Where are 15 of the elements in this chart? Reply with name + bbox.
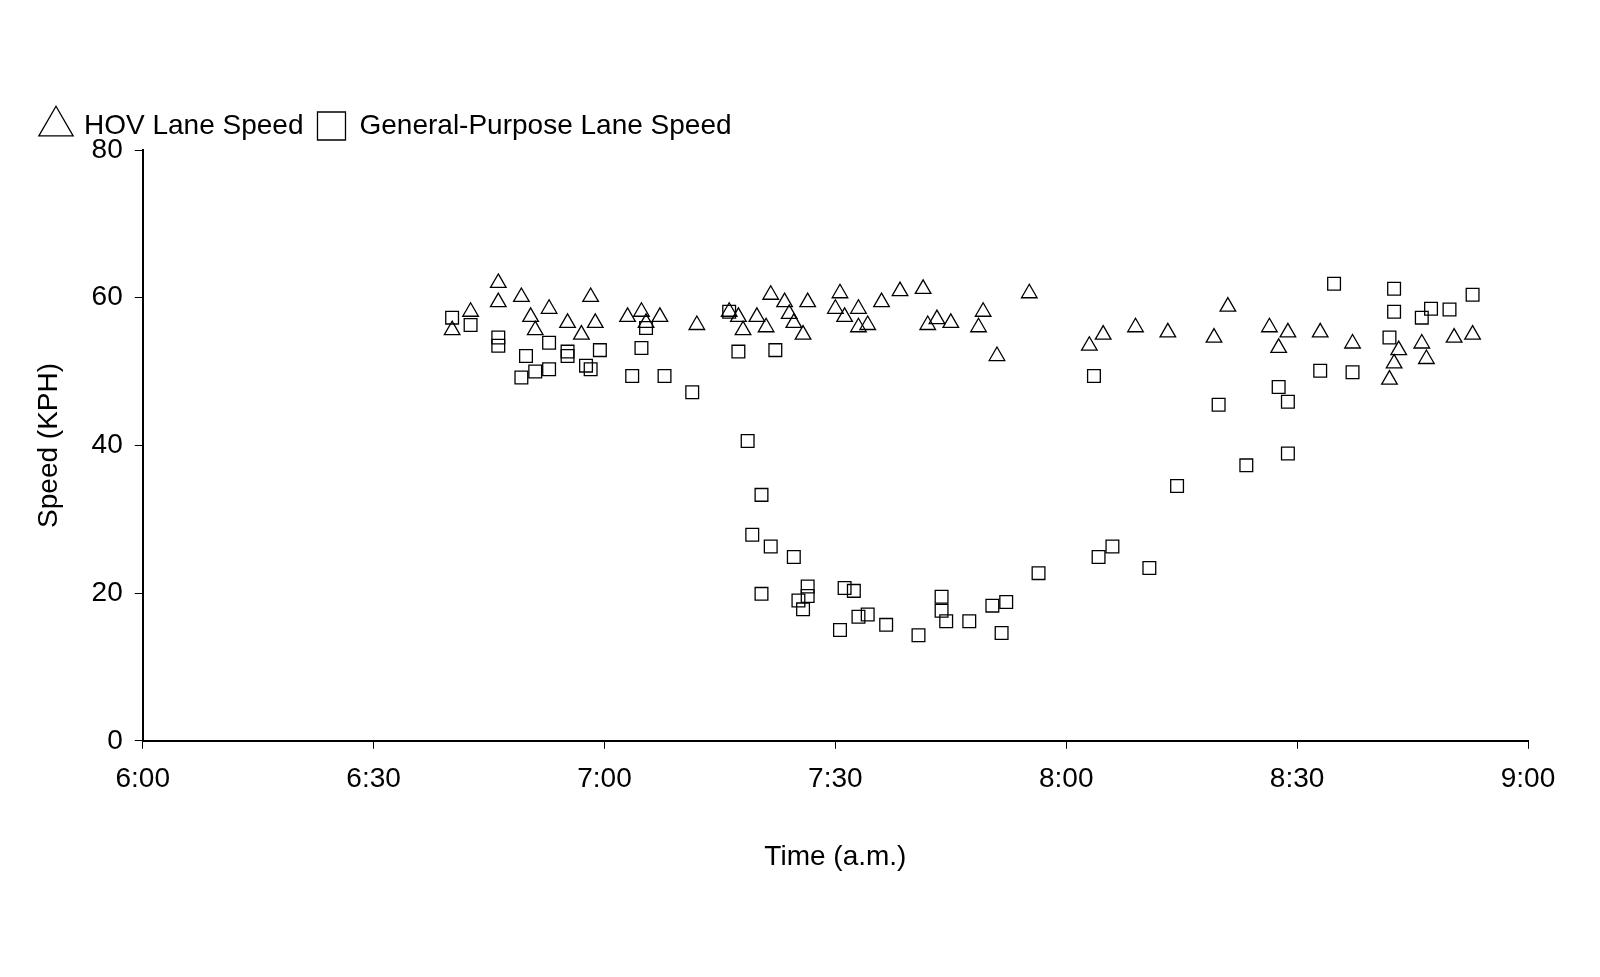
y-axis-title: Speed (KPH)	[31, 362, 63, 528]
y-tick-label: 60	[91, 280, 123, 312]
x-tick-label: 6:00	[115, 762, 170, 794]
y-tick-label: 40	[91, 428, 123, 460]
y-tick-label: 0	[107, 723, 123, 755]
x-axis-title: Time (a.m.)	[764, 839, 907, 871]
x-tick-label: 6:30	[346, 762, 401, 794]
x-tick-label: 7:00	[577, 762, 632, 794]
x-tick-label: 8:30	[1269, 762, 1325, 794]
legend-label: HOV Lane Speed	[84, 108, 304, 140]
x-tick-label: 7:30	[808, 762, 863, 794]
y-tick-label: 20	[91, 575, 123, 607]
x-tick-label: 9:00	[1500, 762, 1556, 794]
x-tick-label: 8:00	[1039, 762, 1094, 794]
legend-label: General-Purpose Lane Speed	[359, 108, 732, 140]
